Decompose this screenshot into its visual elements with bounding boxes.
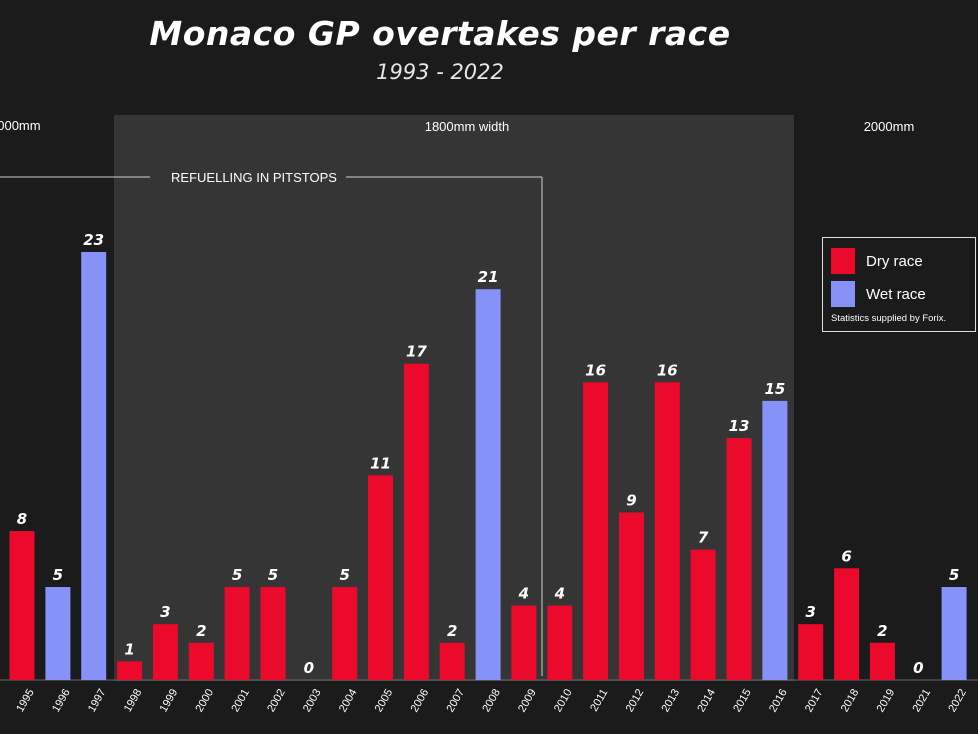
bar-2006: [403, 363, 429, 680]
tick-label-2016: 2016: [767, 687, 790, 714]
bar-2014: [690, 549, 716, 680]
tick-label-2001: 2001: [229, 687, 252, 714]
tick-label-1998: 1998: [122, 687, 145, 714]
value-label-2003: 0: [304, 659, 314, 677]
chart-title: Monaco GP overtakes per race: [149, 14, 731, 53]
bar-1999: [152, 624, 178, 680]
tick-label-2008: 2008: [480, 687, 503, 714]
tick-label-2007: 2007: [444, 687, 467, 714]
right-width-label: 2000mm: [864, 119, 915, 134]
value-label-1995: 8: [17, 510, 27, 528]
legend-note: Statistics supplied by Forix.: [831, 313, 947, 324]
bar-2018: [834, 568, 860, 680]
tick-label-2005: 2005: [373, 687, 396, 714]
tick-label-1995: 1995: [14, 687, 37, 714]
value-label-2021: 0: [913, 659, 923, 677]
value-label-2018: 6: [841, 547, 851, 565]
tick-label-2017: 2017: [803, 687, 826, 714]
value-label-1996: 5: [53, 566, 63, 584]
legend-swatch-dry: [831, 248, 855, 274]
bar-1998: [117, 661, 143, 680]
bar-2005: [368, 475, 393, 680]
tick-label-2009: 2009: [516, 687, 539, 714]
tick-label-2003: 2003: [301, 687, 324, 714]
bar-1995: [9, 531, 35, 680]
value-label-2008: 21: [478, 268, 499, 286]
bar-2009: [511, 605, 537, 680]
bar-1996: [45, 587, 71, 680]
value-label-2016: 15: [764, 380, 785, 398]
tick-label-2012: 2012: [624, 687, 647, 714]
value-label-2010: 4: [554, 585, 565, 603]
value-label-2014: 7: [698, 529, 709, 547]
value-label-1997: 23: [83, 231, 104, 249]
value-label-2009: 4: [518, 585, 529, 603]
bar-2016: [762, 400, 788, 680]
refuelling-label: REFUELLING IN PITSTOPS: [171, 170, 337, 185]
value-label-2011: 16: [585, 361, 606, 379]
bar-2019: [869, 642, 895, 680]
tick-label-2019: 2019: [875, 687, 898, 714]
bar-2017: [798, 624, 824, 680]
legend-item-dry: Dry race: [831, 248, 923, 274]
value-label-2015: 13: [729, 417, 750, 435]
tick-label-2021: 2021: [911, 687, 934, 714]
value-label-2000: 2: [196, 622, 206, 640]
tick-label-1997: 1997: [86, 687, 109, 714]
bar-2010: [547, 605, 573, 680]
bar-2001: [224, 587, 250, 680]
left-width-label: 2000mm: [0, 118, 41, 133]
tick-label-2006: 2006: [409, 687, 432, 714]
bar-1997: [81, 252, 107, 680]
bar-2000: [188, 642, 214, 680]
value-label-2012: 9: [626, 492, 636, 510]
tick-label-2010: 2010: [552, 687, 575, 714]
value-label-2005: 11: [370, 454, 391, 472]
bar-2011: [583, 382, 609, 680]
bar-2008: [475, 289, 501, 680]
tick-label-2022: 2022: [946, 687, 969, 714]
bar-2015: [726, 438, 752, 680]
middle-width-label: 1800mm width: [425, 119, 510, 134]
shaded-region-1800mm: [114, 115, 794, 681]
value-label-2006: 17: [406, 343, 427, 361]
legend-item-wet: Wet race: [831, 281, 926, 307]
value-label-2004: 5: [339, 566, 349, 584]
tick-label-2013: 2013: [660, 687, 683, 714]
bar-2022: [941, 587, 967, 680]
legend-swatch-wet: [831, 281, 855, 307]
value-label-2007: 2: [447, 622, 457, 640]
value-label-1998: 1: [124, 640, 134, 658]
tick-label-2018: 2018: [839, 687, 862, 714]
legend-label-wet: Wet race: [866, 285, 926, 303]
bar-2013: [654, 382, 680, 680]
tick-label-2000: 2000: [194, 687, 217, 714]
tick-label-2002: 2002: [265, 687, 288, 714]
legend-label-dry: Dry race: [866, 252, 923, 270]
value-label-2002: 5: [268, 566, 278, 584]
bar-2004: [332, 587, 358, 680]
bar-2007: [439, 642, 465, 680]
bar-2012: [619, 512, 644, 680]
legend: Dry race Wet race Statistics supplied by…: [822, 237, 976, 332]
tick-label-1996: 1996: [50, 687, 73, 714]
tick-label-2015: 2015: [731, 687, 754, 714]
tick-label-2014: 2014: [695, 687, 718, 714]
value-label-1999: 3: [160, 603, 170, 621]
bar-2002: [260, 587, 286, 680]
tick-label-2004: 2004: [337, 687, 360, 714]
value-label-2001: 5: [232, 566, 242, 584]
chart-subtitle: 1993 - 2022: [376, 60, 504, 84]
value-label-2017: 3: [805, 603, 815, 621]
tick-label-1999: 1999: [158, 687, 181, 714]
value-label-2013: 16: [657, 361, 678, 379]
tick-label-2011: 2011: [588, 687, 610, 713]
value-label-2022: 5: [949, 566, 959, 584]
value-label-2019: 2: [877, 622, 887, 640]
